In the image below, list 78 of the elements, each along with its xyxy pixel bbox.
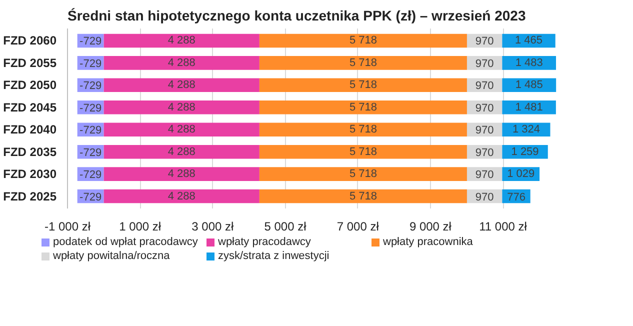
x-tick-label: 3 000 zł <box>192 220 234 234</box>
bar <box>259 122 467 136</box>
data-label: 970 <box>475 169 494 182</box>
data-label: 1 324 <box>512 124 540 136</box>
y-tick-label: FZD 2060 <box>3 34 57 48</box>
data-label: 5 718 <box>349 190 377 202</box>
legend-label: wpłaty pracownika <box>383 236 474 248</box>
data-label: -729 <box>80 169 102 182</box>
data-label: 1 465 <box>515 34 543 47</box>
bar <box>104 78 260 92</box>
data-label: 970 <box>475 58 494 70</box>
x-tick-label: -1 000 zł <box>44 220 91 234</box>
y-tick-label: FZD 2035 <box>3 144 57 159</box>
bar <box>259 56 467 70</box>
data-label: -729 <box>80 124 102 137</box>
data-label: 5 718 <box>349 168 377 180</box>
data-label: -729 <box>80 146 102 159</box>
y-tick-label: FZD 2050 <box>3 78 57 92</box>
data-label: 5 718 <box>349 146 377 158</box>
bar <box>104 100 260 114</box>
bar <box>259 34 467 48</box>
data-label: 1 483 <box>515 56 543 69</box>
legend-label: wpłaty powitalna/roczna <box>53 250 171 262</box>
bar <box>259 78 467 92</box>
data-label: 970 <box>475 146 494 159</box>
data-label: 1 485 <box>515 79 543 92</box>
bar <box>259 144 467 159</box>
data-label: 4 288 <box>168 190 196 202</box>
x-tick-label: 11 000 zł <box>479 220 528 234</box>
bar <box>104 122 260 136</box>
data-label: 4 288 <box>168 34 196 47</box>
data-label: 5 718 <box>349 79 377 92</box>
data-label: 4 288 <box>168 146 196 158</box>
bar <box>104 144 260 159</box>
data-label: 4 288 <box>168 168 196 180</box>
bar <box>259 100 467 114</box>
data-label: 1 481 <box>515 101 543 114</box>
bar <box>104 56 260 70</box>
data-label: 1 029 <box>507 168 535 180</box>
bar <box>502 100 556 114</box>
bar <box>104 189 260 204</box>
data-label: 5 718 <box>349 56 377 69</box>
x-tick-label: 7 000 zł <box>336 220 380 234</box>
data-label: 776 <box>507 191 526 204</box>
data-label: 970 <box>475 124 494 137</box>
data-label: 5 718 <box>349 34 377 47</box>
data-label: 4 288 <box>168 56 196 69</box>
y-tick-label: FZD 2045 <box>3 100 57 114</box>
y-tick-label: FZD 2030 <box>3 167 57 182</box>
data-label: -729 <box>80 102 102 114</box>
bar <box>104 34 260 48</box>
chart-title: Średni stan hipotetycznego konta uczetnika PPK (zł) – wrzesień 2023 <box>68 8 526 24</box>
data-label: 970 <box>475 102 494 114</box>
data-label: 970 <box>475 80 494 92</box>
data-label: -729 <box>80 58 102 70</box>
legend-label: zysk/strata z inwestycji <box>218 250 330 262</box>
data-label: -729 <box>80 80 102 92</box>
x-tick-label: 9 000 zł <box>409 220 452 234</box>
legend-label: wpłaty pracodawcy <box>218 236 312 248</box>
data-label: 4 288 <box>168 124 196 136</box>
data-label: -729 <box>80 36 102 48</box>
data-label: 4 288 <box>168 79 196 92</box>
x-tick-label: 1 000 zł <box>119 220 162 234</box>
y-tick-label: FZD 2025 <box>3 189 57 204</box>
data-label: 970 <box>475 191 494 204</box>
data-label: 4 288 <box>168 101 196 114</box>
data-label: 5 718 <box>349 124 377 136</box>
data-label: 1 259 <box>511 146 539 158</box>
y-tick-label: FZD 2040 <box>3 122 57 137</box>
legend-label: podatek od wpłat pracodawcy <box>53 236 199 248</box>
y-tick-label: FZD 2055 <box>3 56 57 70</box>
data-label: 5 718 <box>349 101 377 114</box>
bar <box>104 167 260 181</box>
bar <box>259 189 467 204</box>
data-label: -729 <box>80 191 102 204</box>
data-label: 970 <box>475 36 494 48</box>
bar <box>259 167 467 181</box>
x-tick-label: 5 000 zł <box>264 220 307 234</box>
